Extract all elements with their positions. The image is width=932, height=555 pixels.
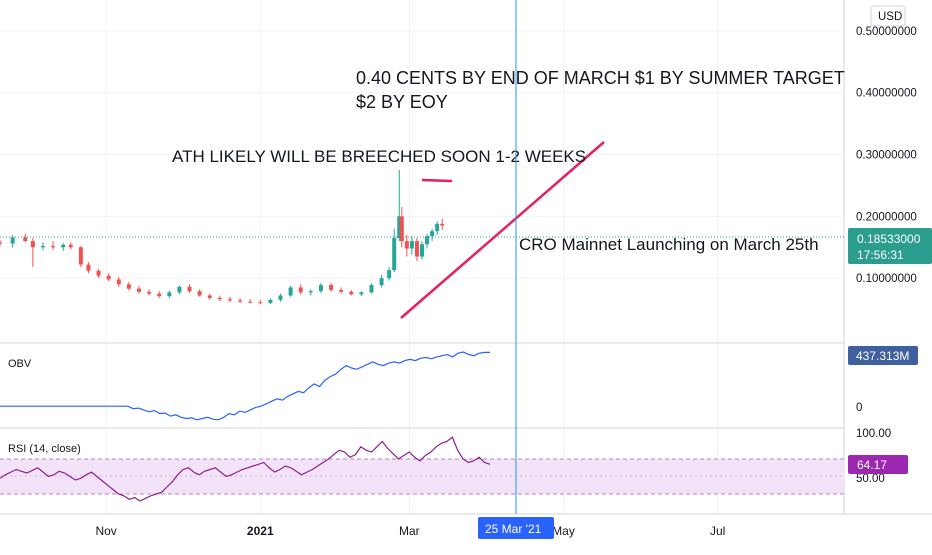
annotation-target-text[interactable]: 0.40 CENTS BY END OF MARCH $1 BY SUMMER …	[356, 68, 845, 88]
candle-body	[78, 247, 83, 265]
candle-body	[116, 279, 121, 285]
rsi-axis-tick-50: 50.00	[856, 473, 885, 485]
candle-body	[425, 236, 430, 245]
currency-button[interactable]	[870, 5, 906, 27]
candle-body	[318, 284, 323, 292]
candle-body	[147, 291, 152, 294]
candle-body	[106, 275, 111, 280]
candle-body	[409, 241, 414, 249]
last-price-badge	[848, 228, 932, 264]
annotation-mainnet-text[interactable]: CRO Mainnet Launching on March 25th	[519, 235, 819, 254]
obv-axis-tick: 0	[856, 402, 862, 414]
candle-body	[0, 242, 2, 244]
candle-body	[298, 287, 303, 293]
ath-marker-line[interactable]	[421, 178, 453, 183]
candle-body	[238, 300, 243, 302]
candle-body	[217, 297, 222, 300]
candle-body	[10, 237, 15, 244]
time-tick: Nov	[95, 524, 116, 538]
price-axis[interactable]: 0.50000000 0.40000000 0.30000000 0.20000000…	[856, 26, 917, 285]
obv-value: 437.313M	[856, 349, 909, 363]
annotation-eoy-text[interactable]: $2 BY EOY	[356, 92, 448, 112]
time-tick: Jul	[710, 524, 725, 538]
price-tick: 0.50000000	[856, 26, 917, 38]
candle-body	[167, 292, 172, 297]
currency-label: USD	[878, 11, 902, 23]
candlestick-series[interactable]	[0, 170, 445, 305]
candle-body	[420, 244, 424, 257]
candle-body	[248, 301, 253, 303]
candle-body	[430, 231, 435, 237]
candle-body	[126, 284, 131, 289]
price-tick: 0.20000000	[856, 211, 917, 223]
candle-body	[86, 264, 91, 271]
candle-body	[197, 291, 202, 296]
time-tick: 2021	[247, 524, 274, 538]
bar-countdown: 17:56:31	[857, 248, 904, 262]
candle-body	[30, 241, 35, 248]
candle-body	[96, 270, 101, 276]
time-tick: May	[552, 524, 575, 538]
obv-pane-label: OBV	[8, 358, 32, 370]
candle-body	[288, 287, 293, 296]
rsi-value-badge	[848, 455, 908, 474]
candle-body	[51, 246, 56, 248]
crosshair-date: 25 Mar '21	[485, 522, 542, 536]
candle-body	[40, 246, 45, 248]
obv-value-badge	[848, 346, 918, 365]
candle-body	[157, 293, 162, 297]
candle-body	[404, 241, 409, 249]
last-price-value: 0.18533000	[857, 232, 921, 246]
candle-body	[61, 244, 66, 248]
trendline[interactable]	[400, 141, 605, 319]
candle-body	[379, 278, 384, 285]
rsi-series-line[interactable]	[0, 436, 491, 502]
candle-body	[414, 241, 419, 257]
candle-body	[187, 286, 192, 292]
rsi-value: 64.17	[857, 458, 887, 472]
price-tick: 0.30000000	[856, 150, 917, 162]
annotation-ath-text[interactable]: ATH LIKELY WILL BE BREECHED SOON 1-2 WEE…	[172, 147, 586, 166]
candle-body	[349, 291, 354, 295]
candle-body	[136, 288, 141, 292]
candle-body	[268, 299, 273, 303]
candle-body	[339, 289, 344, 292]
candle-body	[399, 216, 404, 242]
candle-body	[329, 284, 334, 290]
candle-body	[177, 286, 182, 293]
candle-body	[387, 270, 392, 279]
price-tick: 0.10000000	[856, 273, 917, 285]
candle-body	[23, 237, 28, 242]
rsi-axis-tick-100: 100.00	[856, 428, 891, 440]
time-tick: Mar	[399, 524, 420, 538]
candle-body	[258, 302, 263, 304]
rsi-pane-label: RSI (14, close)	[8, 443, 81, 455]
candle-body	[369, 284, 374, 293]
price-tick: 0.40000000	[856, 88, 917, 100]
candle-body	[392, 238, 397, 271]
candle-body	[68, 244, 73, 248]
obv-series-line[interactable]	[0, 351, 490, 421]
candle-body	[207, 295, 212, 298]
candle-body	[440, 223, 445, 226]
candle-body	[227, 299, 232, 301]
candle-body	[278, 295, 283, 300]
crosshair-date-badge	[478, 517, 554, 539]
candle-body	[397, 216, 402, 238]
candle-body	[359, 292, 364, 295]
time-axis[interactable]: Nov 2021 Mar May Jul	[95, 524, 725, 538]
candle-body	[435, 223, 440, 232]
candle-body	[308, 291, 313, 293]
